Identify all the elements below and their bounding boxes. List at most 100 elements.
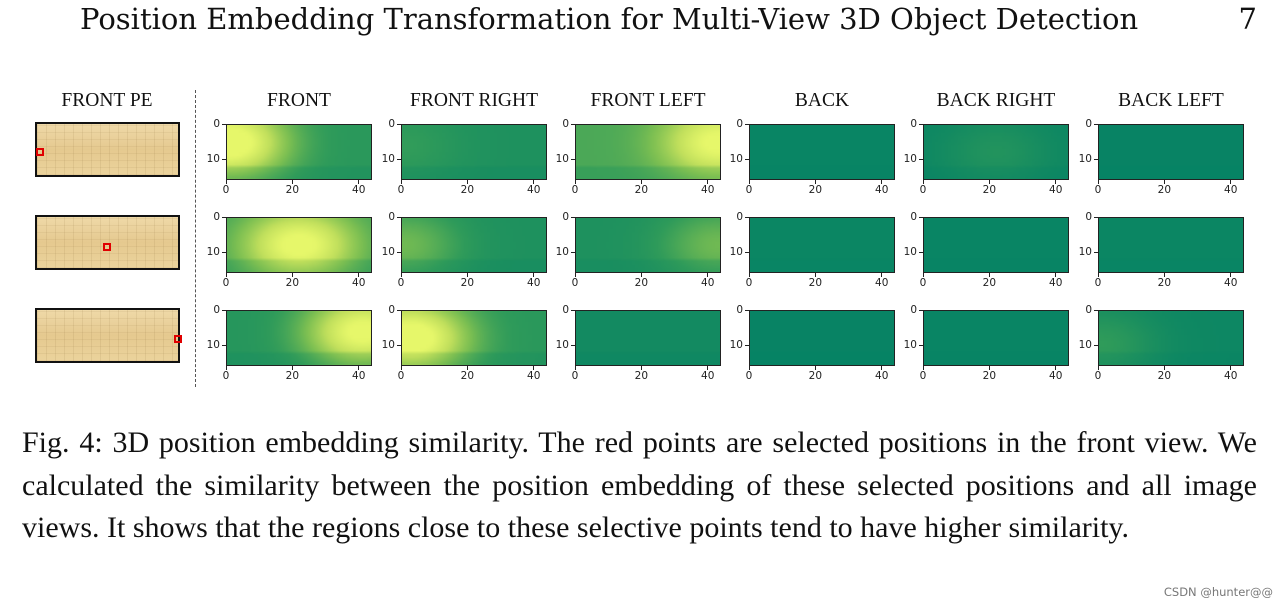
x-tick-label: 20	[808, 370, 823, 382]
similarity-heatmap	[575, 217, 721, 273]
similarity-heatmap	[749, 310, 895, 366]
y-tick-mark	[1094, 158, 1098, 160]
x-tick-mark	[533, 180, 535, 184]
y-tick-mark	[571, 216, 575, 218]
x-tick-mark	[225, 180, 227, 184]
x-tick-label: 20	[808, 277, 823, 289]
x-tick-mark	[574, 273, 576, 277]
y-tick-mark	[919, 158, 923, 160]
y-tick-label: 0	[1085, 303, 1092, 316]
y-tick-mark	[571, 158, 575, 160]
x-tick-label: 20	[634, 370, 649, 382]
y-tick-mark	[222, 344, 226, 346]
x-tick-label: 40	[1049, 184, 1063, 196]
x-tick-mark	[466, 273, 468, 277]
y-tick-label: 10	[1078, 338, 1092, 351]
x-tick-mark	[225, 273, 227, 277]
x-tick-mark	[466, 366, 468, 370]
x-tick-label: 40	[1049, 370, 1063, 382]
x-tick-mark	[640, 366, 642, 370]
y-tick-mark	[222, 251, 226, 253]
y-tick-mark	[397, 123, 401, 125]
y-tick-mark	[222, 216, 226, 218]
watermark: CSDN @hunter@@	[1163, 585, 1273, 599]
y-tick-label: 0	[388, 210, 395, 223]
x-tick-label: 0	[745, 370, 753, 382]
x-tick-mark	[814, 273, 816, 277]
y-tick-label: 0	[1085, 210, 1092, 223]
y-tick-label: 0	[736, 303, 743, 316]
y-tick-mark	[397, 344, 401, 346]
front-pe-thumbnail	[35, 122, 180, 177]
x-tick-mark	[400, 366, 402, 370]
y-tick-label: 0	[213, 303, 220, 316]
x-tick-mark	[400, 273, 402, 277]
y-tick-label: 0	[910, 117, 917, 130]
similarity-heatmap	[575, 124, 721, 180]
x-tick-mark	[814, 366, 816, 370]
y-tick-mark	[397, 158, 401, 160]
y-tick-label: 10	[903, 338, 917, 351]
x-tick-mark	[291, 180, 293, 184]
y-tick-label: 10	[1078, 152, 1092, 165]
x-tick-label: 0	[222, 277, 230, 289]
y-tick-label: 10	[1078, 245, 1092, 258]
y-tick-mark	[1094, 309, 1098, 311]
y-tick-label: 0	[562, 210, 569, 223]
x-tick-mark	[640, 273, 642, 277]
y-tick-mark	[745, 123, 749, 125]
x-tick-mark	[574, 180, 576, 184]
y-tick-mark	[919, 309, 923, 311]
y-tick-mark	[222, 123, 226, 125]
y-tick-mark	[745, 251, 749, 253]
x-tick-mark	[881, 366, 883, 370]
view-title-6: BACK LEFT	[1118, 90, 1224, 111]
similarity-heatmap	[923, 124, 1069, 180]
x-tick-label: 40	[701, 184, 715, 196]
y-tick-label: 0	[213, 210, 220, 223]
selected-point-marker	[173, 334, 182, 343]
y-tick-label: 0	[1085, 117, 1092, 130]
y-tick-label: 10	[903, 245, 917, 258]
y-tick-mark	[397, 216, 401, 218]
x-tick-label: 40	[527, 370, 541, 382]
y-tick-mark	[745, 344, 749, 346]
y-tick-label: 10	[729, 245, 743, 258]
x-tick-mark	[748, 273, 750, 277]
x-tick-label: 40	[875, 184, 889, 196]
x-tick-mark	[291, 366, 293, 370]
x-tick-label: 0	[397, 184, 405, 196]
x-tick-mark	[358, 180, 360, 184]
x-tick-mark	[1055, 366, 1057, 370]
y-tick-label: 10	[206, 245, 220, 258]
x-tick-label: 0	[571, 184, 579, 196]
figure-divider	[195, 90, 196, 387]
y-tick-label: 10	[555, 338, 569, 351]
similarity-heatmap	[401, 310, 547, 366]
y-tick-mark	[1094, 216, 1098, 218]
y-tick-mark	[571, 344, 575, 346]
x-tick-label: 40	[352, 277, 366, 289]
x-tick-label: 40	[527, 184, 541, 196]
x-tick-mark	[707, 180, 709, 184]
y-tick-label: 10	[206, 152, 220, 165]
similarity-heatmap	[226, 124, 372, 180]
x-tick-mark	[1055, 180, 1057, 184]
y-tick-label: 10	[206, 338, 220, 351]
y-tick-label: 10	[729, 338, 743, 351]
x-tick-mark	[748, 180, 750, 184]
y-tick-mark	[1094, 251, 1098, 253]
x-tick-label: 0	[919, 277, 927, 289]
front-pe-thumbnail	[35, 308, 182, 363]
x-tick-label: 40	[875, 277, 889, 289]
x-tick-label: 0	[1094, 184, 1102, 196]
similarity-heatmap	[1098, 217, 1244, 273]
similarity-heatmap	[1098, 124, 1244, 180]
x-tick-mark	[1163, 180, 1165, 184]
x-tick-mark	[881, 273, 883, 277]
y-tick-label: 0	[562, 303, 569, 316]
y-tick-mark	[745, 216, 749, 218]
similarity-heatmap	[401, 124, 547, 180]
x-tick-mark	[1055, 273, 1057, 277]
y-tick-mark	[222, 309, 226, 311]
